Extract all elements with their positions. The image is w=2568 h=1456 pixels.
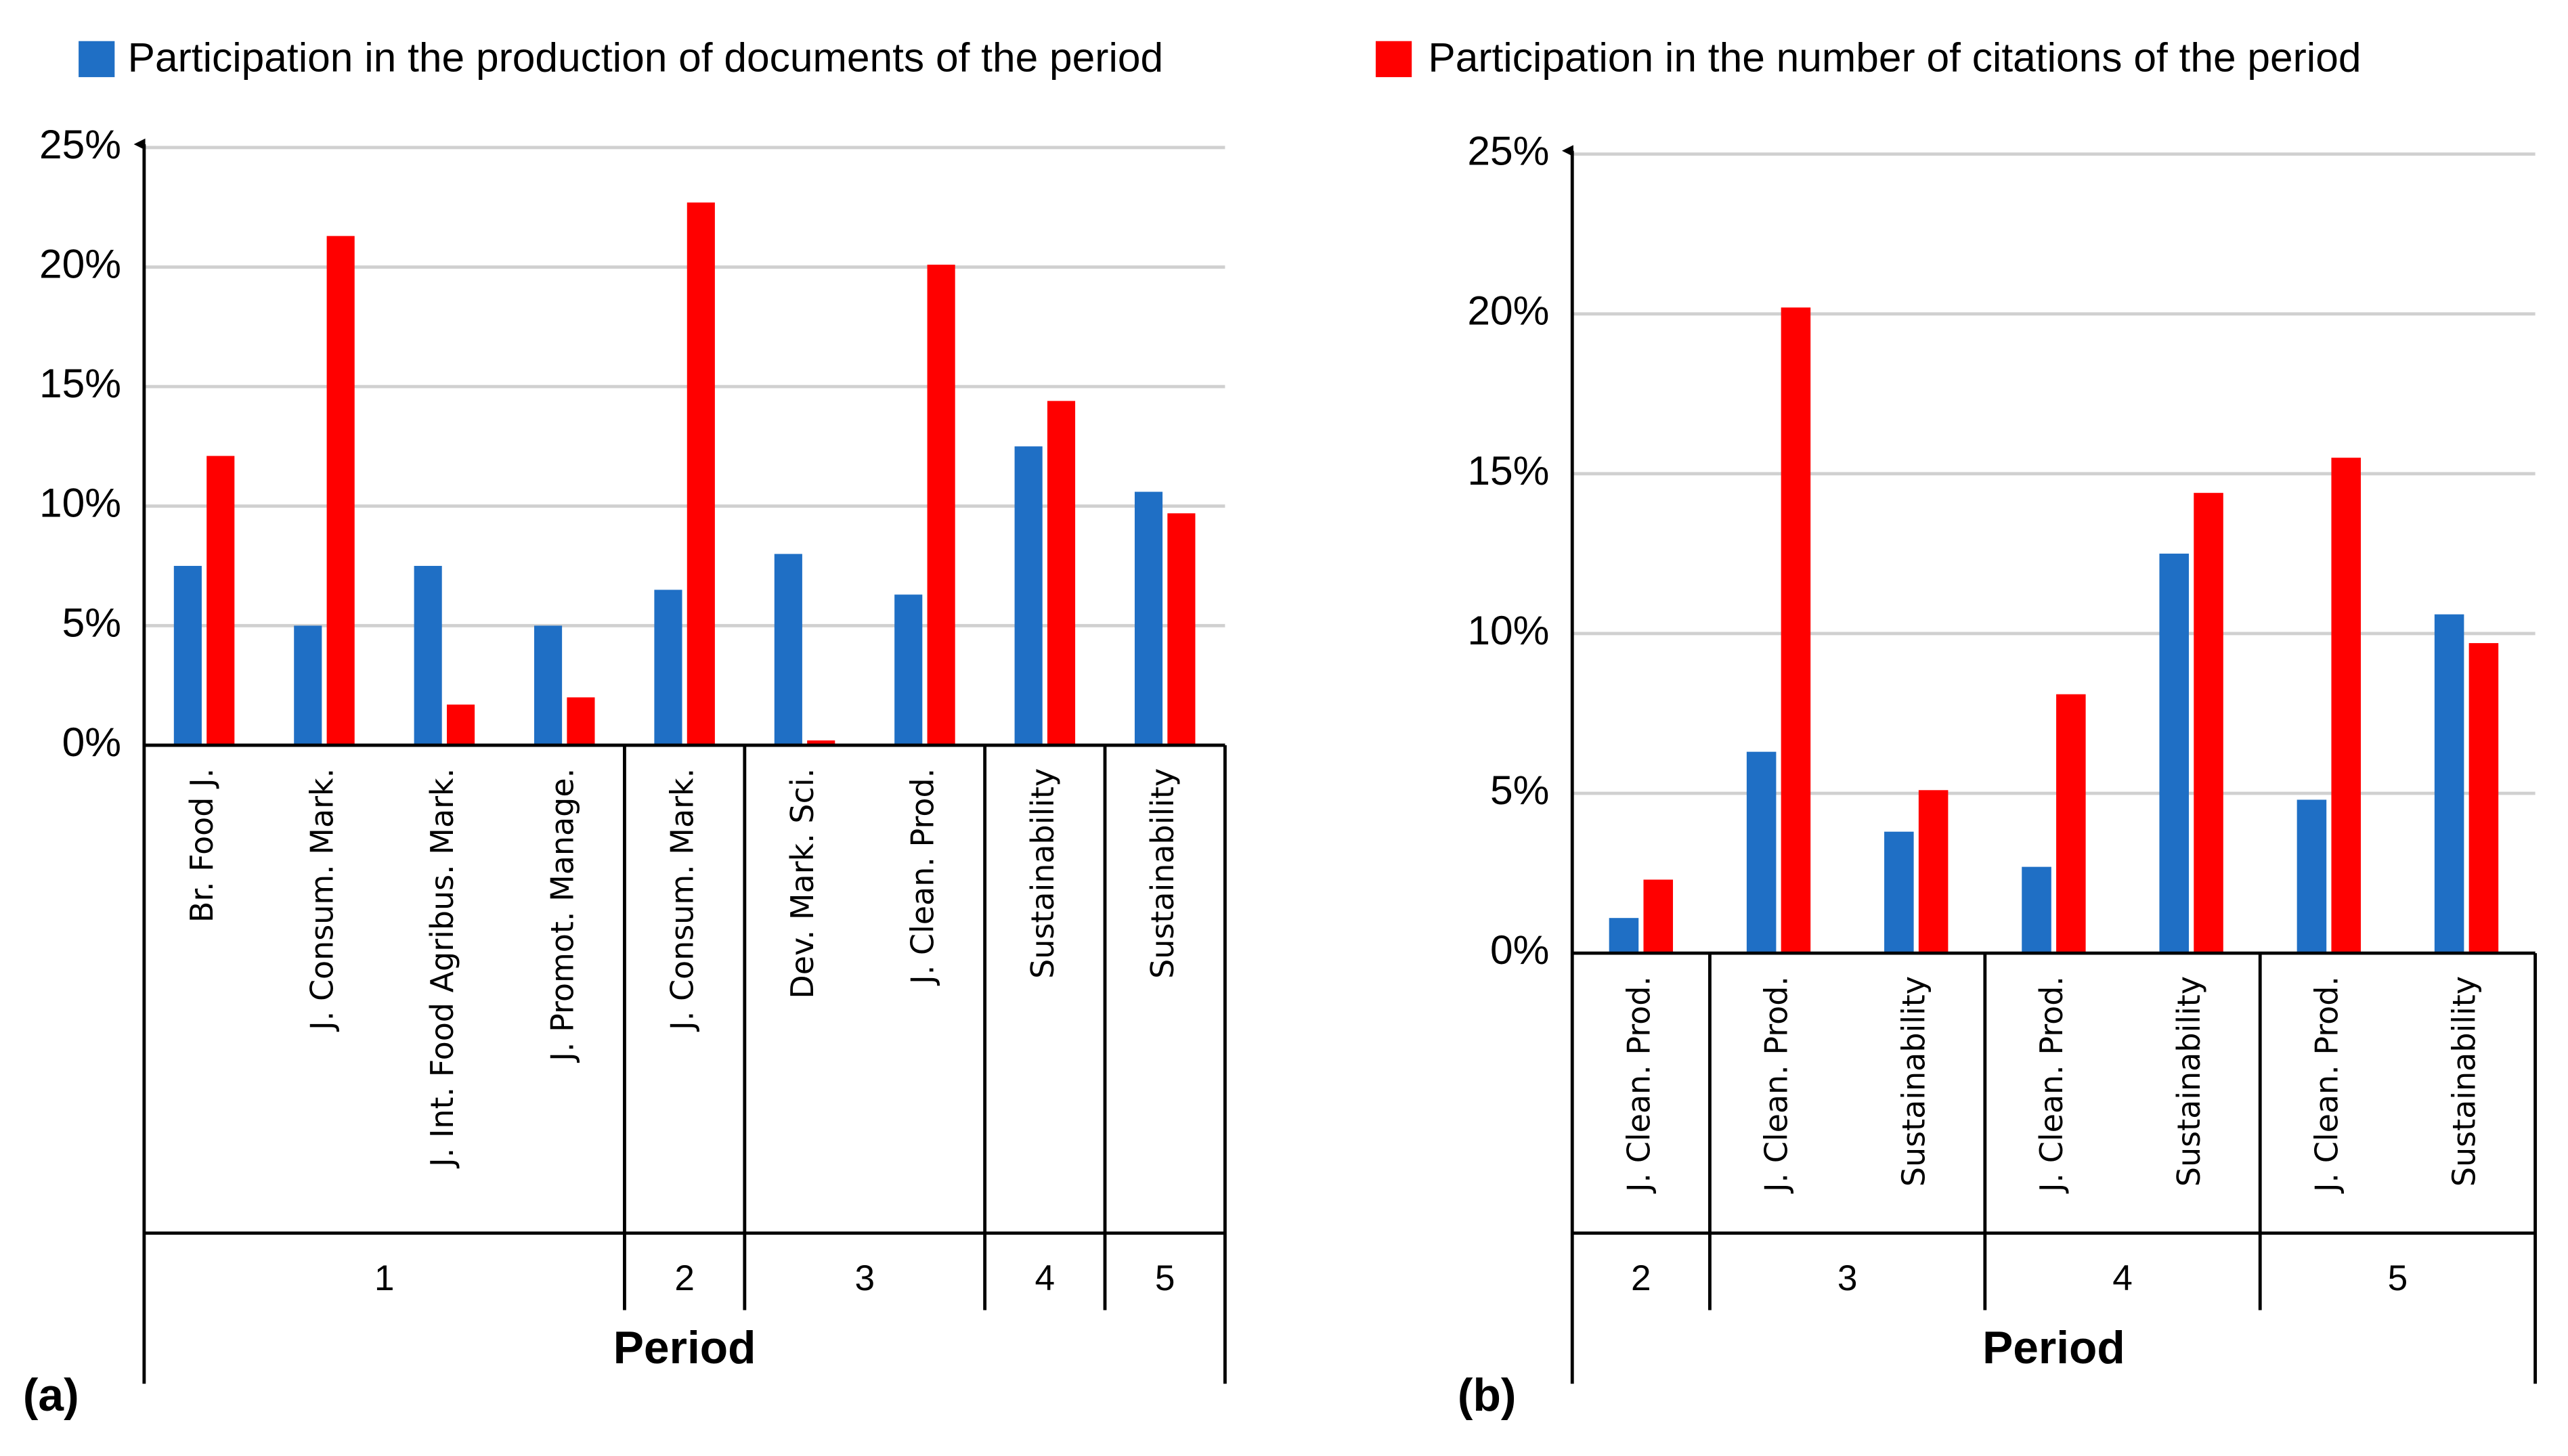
x-tick-label: J. Promot. Manage. — [544, 768, 580, 1063]
bar — [1918, 790, 1949, 954]
bar — [2056, 694, 2086, 954]
y-tick-label: 5% — [62, 599, 121, 645]
bar — [894, 594, 923, 745]
legend-swatch — [1375, 41, 1412, 77]
period-label: 1 — [374, 1258, 395, 1298]
bar — [2022, 866, 2051, 954]
bar — [687, 202, 715, 745]
x-tick-label: Br. Food J. — [183, 768, 220, 923]
x-tick-label: J. Clean. Prod. — [904, 768, 940, 986]
bar — [206, 456, 235, 745]
bar — [2159, 553, 2190, 954]
y-tick-label: 10% — [1467, 607, 1549, 653]
bar — [1884, 831, 1914, 954]
x-tick-label: Sustainability — [1144, 768, 1181, 979]
bar — [774, 554, 802, 745]
period-label: 5 — [2388, 1258, 2408, 1298]
bar — [2331, 458, 2361, 954]
bar — [927, 265, 955, 745]
legend-swatch — [79, 41, 115, 77]
bar — [1014, 446, 1043, 745]
bar — [1746, 751, 1777, 954]
y-tick-label: 0% — [1490, 927, 1549, 973]
bar — [1643, 879, 1674, 954]
panel-label: (b) — [1458, 1370, 1516, 1421]
bar — [807, 740, 835, 745]
y-tick-label: 25% — [1467, 128, 1549, 174]
y-tick-label: 0% — [62, 719, 121, 765]
period-label: 4 — [2112, 1258, 2133, 1298]
y-tick-label: 10% — [39, 480, 121, 526]
y-tick-label: 20% — [1467, 288, 1549, 334]
bar — [1609, 918, 1639, 954]
x-tick-label: J. Consum. Mark. — [664, 768, 701, 1032]
bar — [654, 590, 682, 745]
x-tick-label: J. Int. Food Agribus. Mark. — [424, 768, 460, 1169]
legend-label: Participation in the number of citations… — [1428, 35, 2361, 81]
x-tick-label: Sustainability — [1024, 768, 1061, 979]
period-label: 4 — [1035, 1258, 1056, 1298]
bar — [326, 236, 355, 745]
y-tick-label: 20% — [39, 241, 121, 287]
bar — [1134, 491, 1163, 745]
bar — [534, 625, 563, 745]
bar — [173, 566, 202, 745]
x-tick-label: Sustainability — [1896, 976, 1932, 1187]
period-label: 2 — [1631, 1258, 1651, 1298]
bar — [1047, 401, 1076, 745]
x-tick-label: Sustainability — [2446, 976, 2483, 1187]
x-tick-label: J. Clean. Prod. — [2308, 976, 2345, 1194]
bar — [2194, 493, 2223, 954]
x-tick-label: J. Clean. Prod. — [1758, 976, 1795, 1194]
y-tick-label: 5% — [1490, 767, 1549, 813]
x-tick-label: J. Clean. Prod. — [1620, 976, 1657, 1194]
x-tick-label: Sustainability — [2171, 976, 2207, 1187]
x-axis-title: Period — [613, 1323, 756, 1373]
bar — [414, 566, 442, 745]
bar — [2434, 614, 2464, 954]
bar — [567, 697, 595, 745]
legend-label: Participation in the production of docum… — [128, 35, 1163, 81]
bar — [446, 704, 475, 745]
bar — [1781, 307, 1811, 954]
period-label: 5 — [1155, 1258, 1175, 1298]
y-tick-label: 15% — [39, 360, 121, 406]
y-tick-label: 15% — [1467, 447, 1549, 493]
bar — [2297, 799, 2327, 954]
bar — [294, 625, 322, 745]
period-label: 2 — [674, 1258, 695, 1298]
x-axis-title: Period — [1982, 1323, 2125, 1373]
bar — [2468, 643, 2499, 954]
panel-label: (a) — [23, 1370, 79, 1421]
x-tick-label: J. Consum. Mark. — [303, 768, 340, 1032]
y-tick-label: 25% — [39, 121, 121, 167]
period-label: 3 — [854, 1258, 875, 1298]
bar — [1167, 513, 1196, 745]
x-tick-label: Dev. Mark. Sci. — [784, 768, 821, 999]
x-tick-label: J. Clean. Prod. — [2033, 976, 2070, 1194]
period-label: 3 — [1837, 1258, 1858, 1298]
